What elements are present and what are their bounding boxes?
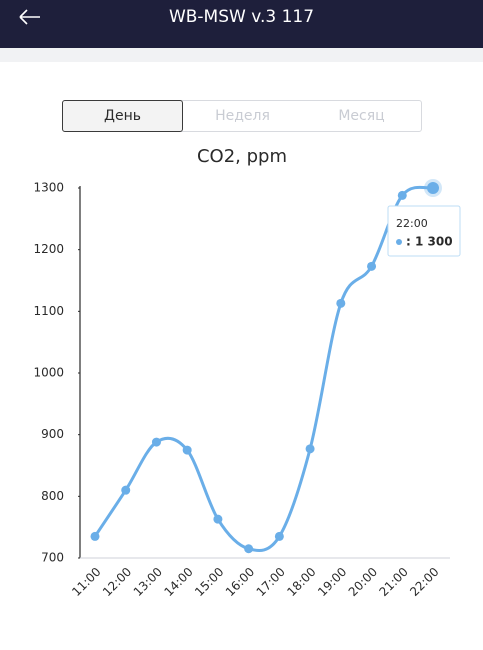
point: [367, 261, 377, 271]
point: [397, 190, 407, 200]
tooltip-time: 22:00: [396, 217, 428, 230]
app-bar: WB-MSW v.3 117: [0, 0, 483, 48]
tooltip-dot: [396, 239, 402, 245]
tab-day[interactable]: День: [62, 100, 183, 132]
x-tick-label: 16:00: [223, 565, 257, 599]
y-tick-label: 1000: [33, 366, 64, 380]
point: [213, 514, 223, 524]
back-button[interactable]: [18, 8, 42, 26]
point: [151, 437, 161, 447]
divider: [0, 48, 483, 62]
period-tabs: День Неделя Месяц: [62, 100, 422, 132]
point: [182, 445, 192, 455]
x-tick-label: 22:00: [407, 565, 441, 599]
point: [121, 485, 131, 495]
y-tick-label: 800: [41, 489, 64, 503]
x-tick-label: 12:00: [100, 565, 134, 599]
y-tick-label: 1100: [33, 304, 64, 318]
tooltip-value: : 1 300: [406, 235, 453, 249]
page-title: WB-MSW v.3 117: [168, 7, 315, 27]
x-tick-label: 14:00: [161, 565, 195, 599]
chart: CO2, ppm 700800900100011001200130011:001…: [33, 146, 461, 599]
point: [90, 531, 100, 541]
x-tick-label: 11:00: [69, 565, 103, 599]
tab-month[interactable]: Месяц: [338, 108, 385, 124]
point: [336, 298, 346, 308]
y-tick-label: 1300: [33, 181, 64, 195]
tab-week[interactable]: Неделя: [215, 108, 270, 124]
x-tick-label: 15:00: [192, 565, 226, 599]
tooltip-box: [387, 205, 461, 257]
point: [305, 444, 315, 454]
point: [427, 182, 439, 194]
line: [93, 185, 434, 553]
tooltip: 22:00 : 1 300: [387, 205, 461, 257]
y-tick-label: 1200: [33, 242, 64, 256]
x-tick-label: 13:00: [131, 565, 165, 599]
x-tick-label: 19:00: [315, 565, 349, 599]
point: [244, 544, 254, 554]
chart-title: CO2, ppm: [197, 146, 287, 167]
x-tick-label: 20:00: [346, 565, 380, 599]
y-tick-label: 700: [41, 551, 64, 565]
x-tick-label: 18:00: [284, 565, 318, 599]
x-tick-label: 21:00: [377, 565, 411, 599]
x-tick-label: 17:00: [254, 565, 288, 599]
point: [274, 531, 284, 541]
y-tick-label: 900: [41, 427, 64, 441]
